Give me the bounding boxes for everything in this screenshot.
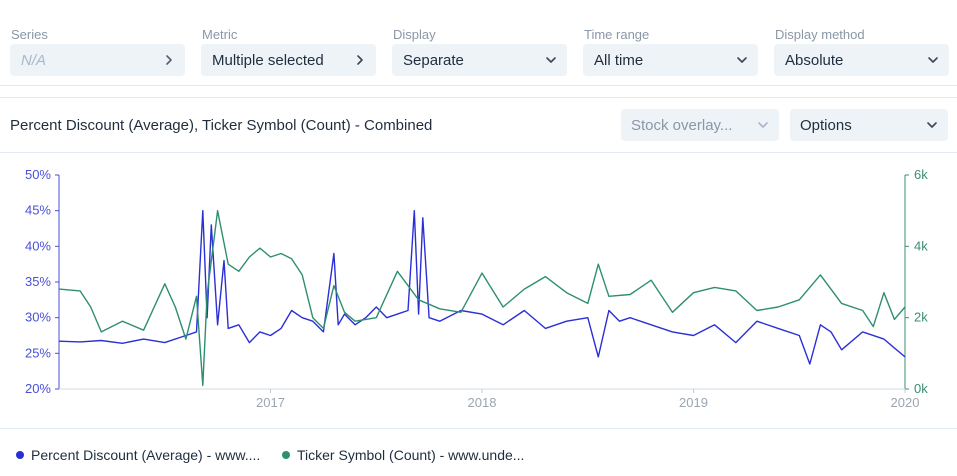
chevron-right-icon [163,54,175,66]
left-axis-tick-label: 50% [25,167,51,182]
legend-dot-icon [282,451,290,459]
chevron-down-icon [926,119,938,131]
legend-dot-icon [16,451,24,459]
metric-filter: Metric Multiple selected [201,27,376,76]
series-line-ticker-symbol [58,210,906,387]
right-axis-tick-label: 6k [914,167,928,182]
display-method-filter: Display method Absolute [774,27,949,76]
filter-bar: Series N/A Metric Multiple selected Disp… [0,0,957,86]
chart-title: Percent Discount (Average), Ticker Symbo… [10,117,433,134]
display-filter: Display Separate [392,27,567,76]
options-label: Options [800,116,852,134]
right-axis-tick-label: 0k [914,381,928,396]
display-method-select-value: Absolute [785,51,844,69]
display-method-select[interactable]: Absolute [774,44,949,76]
options-select[interactable]: Options [790,109,948,141]
chevron-right-icon [354,54,366,66]
right-axis-tick-label: 4k [914,238,928,253]
display-select-value: Separate [403,51,464,69]
series-filter-label: Series [11,27,48,42]
chart-legend: Percent Discount (Average) - www.... Tic… [0,428,957,476]
left-axis-tick-label: 35% [25,274,51,289]
x-axis-tick-label: 2017 [256,395,285,410]
chart-card: Percent Discount (Average), Ticker Symbo… [0,97,957,476]
left-axis-tick-label: 20% [25,381,51,396]
metric-select-value: Multiple selected [212,51,324,69]
chevron-down-icon [757,119,769,131]
chevron-down-icon [927,54,939,66]
series-select: N/A [10,44,185,76]
display-select[interactable]: Separate [392,44,567,76]
metric-filter-label: Metric [202,27,238,42]
display-filter-label: Display [393,27,436,42]
stock-overlay-select[interactable]: Stock overlay... [621,109,779,141]
metric-select[interactable]: Multiple selected [201,44,376,76]
left-axis-tick-label: 40% [25,238,51,253]
right-axis-tick-label: 2k [914,310,928,325]
time-range-select-value: All time [594,51,644,69]
chart-card-header: Percent Discount (Average), Ticker Symbo… [0,98,957,153]
series-select-value: N/A [21,51,47,69]
display-method-filter-label: Display method [775,27,865,42]
x-axis-tick-label: 2019 [679,395,708,410]
legend-label: Ticker Symbol (Count) - www.unde... [297,447,525,463]
left-axis-tick-label: 25% [25,345,51,360]
line-chart: 20% 25% 30% 35% 40% 45% 50% 0k 2k 4k 6k 2017 2018 2… [25,167,928,410]
time-range-select[interactable]: All time [583,44,758,76]
x-axis-tick-label: 2020 [891,395,920,410]
legend-label: Percent Discount (Average) - www.... [31,447,261,463]
left-axis-tick-label: 30% [25,310,51,325]
chevron-down-icon [736,54,748,66]
x-axis-tick-label: 2018 [468,395,497,410]
stock-overlay-placeholder: Stock overlay... [631,116,733,134]
time-range-filter: Time range All time [583,27,758,76]
chevron-down-icon [545,54,557,66]
series-filter: Series N/A [10,27,185,76]
legend-item-percent-discount[interactable]: Percent Discount (Average) - www.... [16,447,260,463]
legend-item-ticker-symbol[interactable]: Ticker Symbol (Count) - www.unde... [282,447,524,463]
time-range-filter-label: Time range [584,27,650,42]
series-line-percent-discount [58,210,906,365]
left-axis-tick-label: 45% [25,203,51,218]
